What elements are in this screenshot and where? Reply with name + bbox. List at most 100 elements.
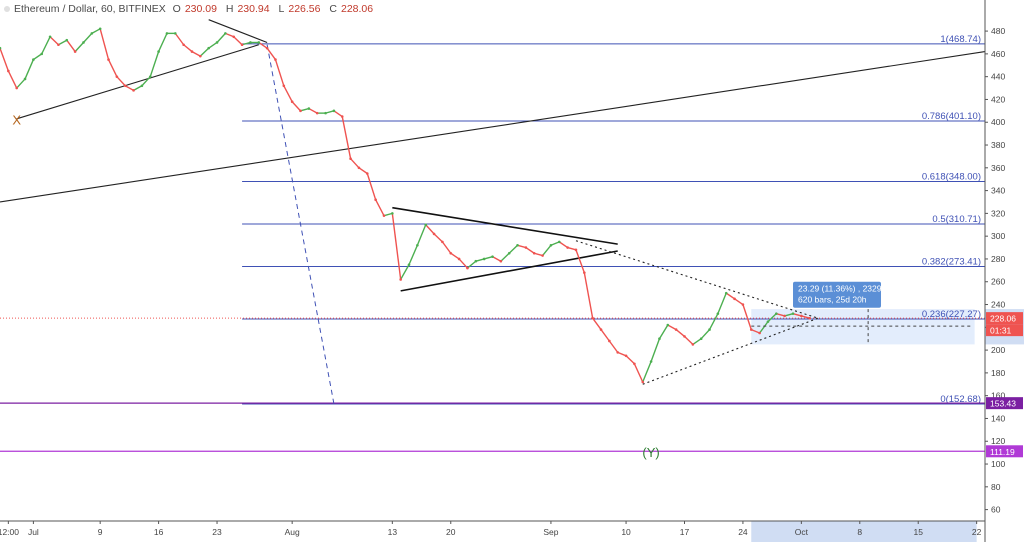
measure-tooltip-line2: 620 bars, 25d 20h [798,295,867,305]
chart-settings-icon[interactable] [4,6,10,12]
price-point [532,251,536,255]
price-point [724,291,728,295]
price-segment [7,70,18,89]
price-segment [183,44,193,53]
symbol-label[interactable]: Ethereum / Dollar, 60, BITFINEX [14,3,166,15]
price-segment [107,59,118,77]
price-segment [583,272,594,319]
price-segment [608,340,619,353]
price-segment [600,329,610,342]
triangle-upper-line[interactable] [392,206,618,245]
price-segment [483,256,493,260]
close-value: 228.06 [341,3,374,15]
price-point [608,339,611,343]
price-point [624,354,628,358]
x-tick-label: 10 [621,527,631,537]
price-point [357,166,361,170]
price-segment [41,36,51,55]
price-point [733,297,736,301]
price-point [466,266,469,270]
triangle-lower-line[interactable] [400,250,618,292]
price-segment [517,244,527,249]
price-point [374,198,377,202]
price-segment [508,244,519,254]
price-segment [433,233,443,243]
open-label: O [172,3,181,15]
x-tick-label: 17 [680,527,690,537]
last-price-tag-label: 228.06 [990,314,1016,324]
price-point [232,35,236,39]
x-tick-label: 24 [738,527,748,537]
price-point [641,380,645,384]
wedge-upper-dotted[interactable] [575,240,819,319]
y-tick-label: 200 [991,345,1005,355]
price-point [240,43,244,47]
price-segment [375,199,385,216]
price-segment [199,47,210,57]
y-tick-label: 300 [991,231,1005,241]
price-segment [458,258,468,269]
price-segment [684,335,694,345]
price-point [249,41,252,44]
price-segment [149,51,160,77]
price-segment [32,53,43,61]
countdown-tag-label: 01:31 [990,326,1012,336]
price-segment [450,252,460,260]
high-value: 230.94 [237,3,270,15]
wave-label: (Y) [642,445,659,460]
x-tick-label: 16 [154,527,164,537]
wedge-lower-dotted[interactable] [642,317,819,385]
y-tick-label: 480 [991,26,1005,36]
price-point [157,50,160,53]
rising-support-line[interactable] [16,44,259,120]
price-segment [283,85,293,103]
price-segment [325,110,335,114]
y-tick-label: 140 [991,413,1005,423]
price-segment [16,78,26,89]
price-segment [642,361,652,383]
y-tick-label: 340 [991,186,1005,196]
price-point [23,77,27,81]
price-segment [124,85,134,91]
price-segment [350,158,360,169]
x-tick-label: 23 [212,527,222,537]
long-trendline[interactable] [0,51,986,203]
price-segment [208,41,218,49]
price-segment [617,351,627,357]
x-tick-label: 8 [857,527,862,537]
price-segment [408,245,419,265]
price-segment [692,338,702,345]
price-point [432,232,436,236]
price-segment [650,338,661,362]
price-point [57,43,60,47]
x-tick-label: 9 [98,527,103,537]
price-point [716,312,720,315]
x-tick-label: 22 [972,527,982,537]
price-point [699,337,703,341]
price-point [140,84,144,88]
price-segment [0,47,10,72]
price-segment [241,41,251,46]
price-point [282,84,286,88]
projection-dashed-line[interactable] [266,44,335,404]
price-point [658,337,661,341]
price-point [574,248,578,252]
price-segment [558,241,569,249]
price-segment [157,33,168,52]
price-segment [300,107,310,112]
x-tick-label: Oct [795,527,809,537]
price-segment [734,298,744,306]
price-segment [801,315,810,319]
price-point [40,52,44,56]
price-segment [58,39,68,46]
price-point [73,50,77,53]
measure-tooltip [793,281,882,308]
price-segment [216,32,226,43]
price-point [199,54,202,58]
price-segment [658,324,669,340]
resistance-line[interactable] [208,19,268,43]
price-segment [174,32,185,46]
price-point [107,58,110,61]
